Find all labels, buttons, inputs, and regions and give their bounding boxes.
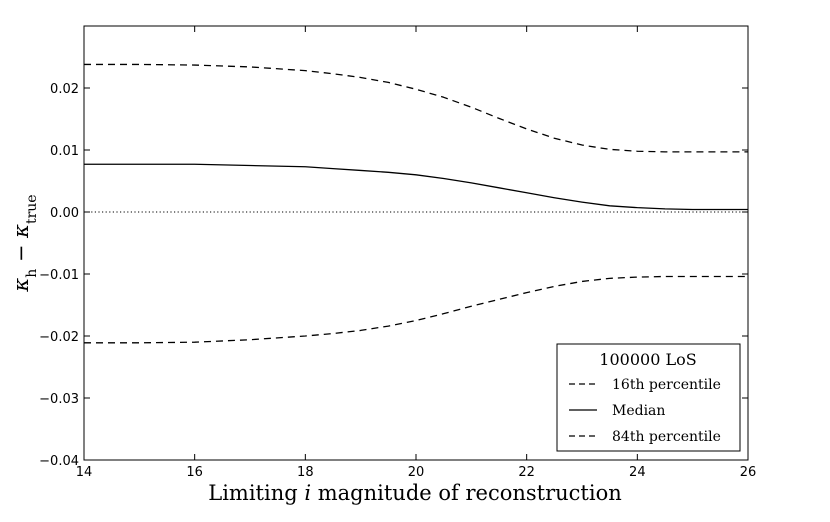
legend-title: 100000 LoS <box>599 350 696 369</box>
legend-label-median: Median <box>612 403 665 419</box>
legend-label-16th: 16th percentile <box>612 377 721 393</box>
y-tick-label: 0.02 <box>50 82 79 97</box>
legend-label-84th: 84th percentile <box>612 429 721 445</box>
x-axis-title: Limiting i magnitude of reconstruction <box>208 481 621 505</box>
x-tick-label: 20 <box>408 465 425 480</box>
y-tick-label: 0.01 <box>50 144 79 159</box>
y-tick-label: 0.00 <box>50 206 79 221</box>
plot-frame <box>83 25 749 461</box>
x-tick-label: 26 <box>740 465 757 480</box>
x-tick-label: 22 <box>518 465 535 480</box>
y-tick-label: −0.03 <box>39 392 79 407</box>
x-tick-label: 24 <box>629 465 646 480</box>
y-tick-label: −0.04 <box>39 454 79 469</box>
x-tick-label: 18 <box>297 465 314 480</box>
legend-box <box>556 343 741 452</box>
legend: 100000 LoS 16th percentile Median 84th p… <box>556 343 741 452</box>
series-line-84th-percentile <box>84 63 748 153</box>
series-line-16th-percentile <box>84 275 748 344</box>
tick-labels: 14 16 18 20 22 24 26 −0.04 −0.03 −0.02 −0.01 0.00 0.… <box>39 82 756 480</box>
y-tick-label: −0.02 <box>39 330 79 345</box>
series-line-median <box>84 163 748 211</box>
x-tick-label: 16 <box>186 465 203 480</box>
y-axis-title: κh − κtrue <box>9 194 40 292</box>
y-tick-label: −0.01 <box>39 268 79 283</box>
x-tick-label: 14 <box>76 465 93 480</box>
series-lines <box>84 63 748 344</box>
